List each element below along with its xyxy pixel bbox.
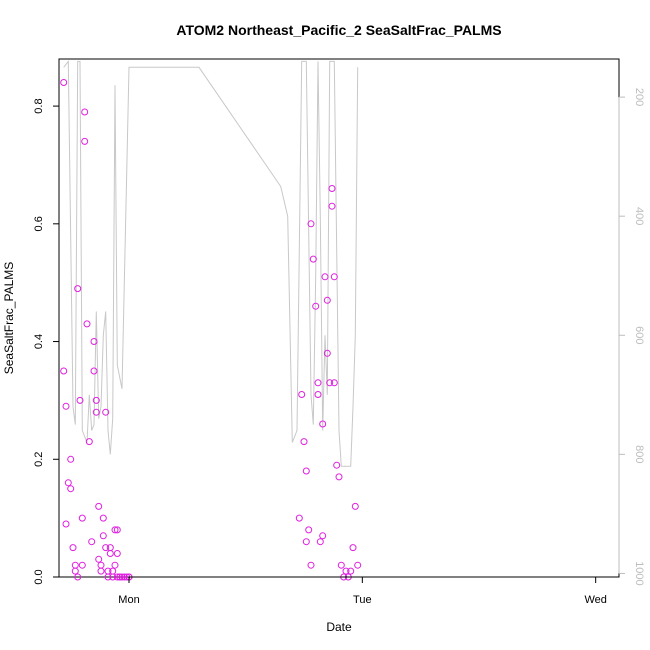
- data-point: [88, 538, 96, 546]
- y-tick-label: 0.8: [33, 98, 45, 113]
- data-point: [305, 526, 313, 534]
- data-point: [314, 379, 322, 387]
- data-point: [342, 567, 350, 575]
- data-point: [78, 561, 86, 569]
- data-point: [354, 561, 362, 569]
- data-point: [323, 349, 331, 357]
- data-point: [113, 526, 121, 534]
- data-point: [333, 461, 341, 469]
- y2-tick-label: 200: [633, 88, 645, 106]
- data-point: [307, 561, 315, 569]
- y2-tick-label: 800: [633, 445, 645, 463]
- data-point: [90, 367, 98, 375]
- data-point: [67, 455, 75, 463]
- data-point: [62, 520, 70, 528]
- data-point: [312, 302, 320, 310]
- data-point: [97, 561, 105, 569]
- data-point: [78, 514, 86, 522]
- data-point: [85, 438, 93, 446]
- data-point: [76, 396, 84, 404]
- data-point: [60, 79, 68, 86]
- data-point: [95, 555, 103, 563]
- data-point: [319, 532, 327, 540]
- data-point: [349, 544, 357, 552]
- data-point: [71, 567, 79, 575]
- data-point: [111, 526, 119, 534]
- data-point: [326, 379, 334, 387]
- data-point: [116, 573, 124, 581]
- data-point: [307, 220, 315, 228]
- data-point: [92, 396, 100, 404]
- y2-tick-label: 600: [633, 326, 645, 344]
- data-point: [302, 538, 310, 546]
- y-tick-label: 0.6: [33, 216, 45, 231]
- data-point: [330, 379, 338, 387]
- data-point: [295, 514, 303, 522]
- y-axis: 0.0 0.2 0.4 0.6 0.8: [33, 98, 60, 585]
- data-point: [337, 561, 345, 569]
- data-point: [60, 367, 68, 375]
- data-point: [302, 467, 310, 475]
- y-tick-label: 0.2: [33, 452, 45, 467]
- y2-axis: 200 400 600 800 1000: [618, 88, 645, 586]
- y-tick-label: 0.0: [33, 569, 45, 584]
- data-point: [111, 561, 119, 569]
- data-point: [328, 202, 336, 210]
- data-point: [71, 561, 79, 569]
- data-point: [62, 402, 70, 410]
- x-tick-label: Wed: [584, 594, 606, 606]
- data-point: [106, 544, 114, 552]
- data-point: [298, 391, 306, 398]
- data-point: [330, 273, 338, 281]
- data-point: [92, 408, 100, 416]
- data-point: [314, 391, 322, 398]
- scatter-series: [60, 79, 362, 581]
- data-point: [106, 550, 114, 557]
- y2-tick-label: 400: [633, 207, 645, 225]
- data-point: [328, 185, 336, 192]
- data-point: [351, 502, 359, 510]
- data-point: [83, 320, 91, 328]
- data-point: [113, 550, 121, 557]
- data-point: [69, 544, 77, 552]
- plot-frame: [58, 58, 620, 578]
- data-point: [90, 338, 98, 345]
- data-point: [113, 573, 121, 581]
- data-point: [309, 255, 317, 263]
- data-point: [67, 485, 75, 493]
- data-point: [321, 273, 329, 281]
- data-point: [300, 438, 308, 446]
- x-axis-label: Date: [326, 620, 352, 634]
- data-point: [99, 514, 107, 522]
- chart-title: ATOM2 Northeast_Pacific_2 SeaSaltFrac_PA…: [176, 22, 501, 38]
- data-point: [74, 573, 82, 581]
- y2-line: [63, 59, 359, 467]
- data-point: [104, 567, 112, 575]
- data-point: [102, 408, 110, 416]
- data-point: [74, 285, 82, 293]
- data-point: [323, 296, 331, 304]
- data-point: [319, 420, 327, 428]
- x-axis: Mon Tue Wed: [118, 576, 607, 606]
- y-axis-label: SeaSaltFrac_PALMS: [2, 262, 16, 375]
- x-tick-label: Tue: [353, 594, 372, 606]
- data-point: [81, 108, 89, 116]
- y-tick-label: 0.4: [33, 334, 45, 349]
- data-point: [120, 573, 128, 581]
- data-point: [347, 567, 355, 575]
- data-point: [99, 532, 107, 540]
- data-point: [81, 137, 89, 145]
- data-point: [95, 502, 103, 510]
- data-point: [64, 479, 72, 487]
- data-point: [118, 573, 126, 581]
- y2-line-series: [63, 59, 359, 467]
- data-point: [109, 567, 117, 575]
- x-tick-label: Mon: [118, 594, 139, 606]
- data-point: [316, 538, 324, 546]
- data-point: [102, 544, 110, 552]
- data-point: [97, 567, 105, 575]
- data-point: [335, 473, 343, 481]
- y2-tick-label: 1000: [633, 561, 645, 585]
